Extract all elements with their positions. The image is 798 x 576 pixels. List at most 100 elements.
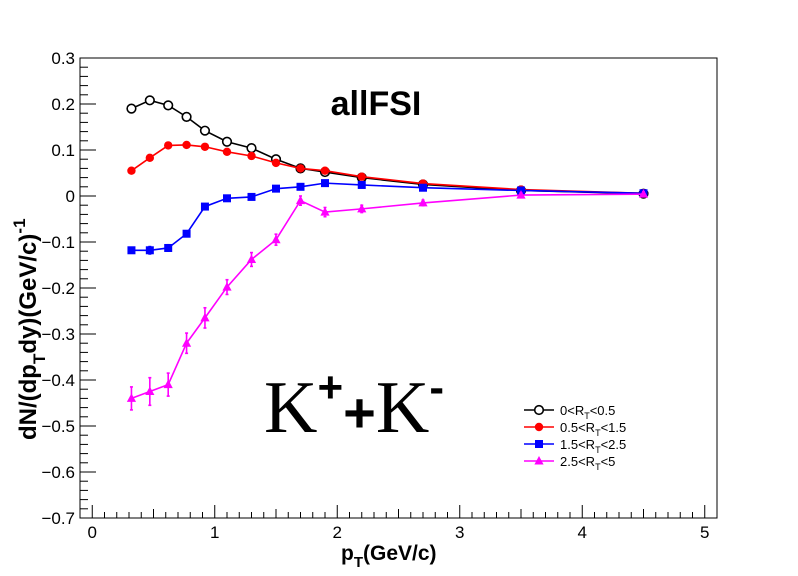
x-tick-label: 2 [333, 523, 342, 542]
legend-label: 2.5<RT<5 [560, 454, 615, 472]
data-point [357, 172, 366, 181]
legend-label: 0<RT<0.5 [560, 403, 615, 421]
legend-item: 0<RT<0.5 [524, 403, 615, 421]
y-tick-label: 0 [66, 187, 75, 206]
x-tick-label: 3 [455, 523, 464, 542]
data-point [126, 393, 137, 402]
data-point [145, 153, 155, 163]
axes-ticks [80, 57, 706, 519]
data-point [126, 103, 137, 114]
annotation-allfsi: allFSI [331, 85, 422, 123]
data-point [321, 179, 329, 188]
x-axis-title-rest: (GeV/c) [363, 542, 437, 565]
data-point [222, 147, 232, 157]
data-point [127, 166, 136, 175]
data-point [181, 111, 192, 122]
data-point [246, 254, 257, 263]
legend-label-part: 0.5<R [560, 420, 595, 435]
series-1 [127, 140, 648, 198]
data-point [419, 183, 427, 192]
legend-label-part: <1.5 [601, 420, 627, 435]
legend-label-part: 0<R [560, 403, 584, 418]
legend-item: 0.5<RT<1.5 [524, 420, 626, 438]
data-point [164, 141, 173, 150]
data-point [182, 229, 191, 238]
y-axis-title-sup: -1 [10, 218, 29, 233]
data-point [200, 202, 209, 211]
data-point [272, 184, 280, 193]
data-point [638, 189, 649, 198]
legend-label-sub: T [595, 462, 601, 472]
y-tick-label: 0.1 [51, 141, 75, 160]
legend-marker [534, 456, 544, 465]
particle-k2: K [376, 367, 429, 449]
data-point [295, 195, 306, 205]
y-axis-title-sub: T [30, 353, 49, 364]
y-axis-title-p2: dy)(GeV/c) [15, 234, 42, 354]
data-point [247, 192, 256, 201]
x-tick-labels: 0 1 2 3 4 5 [88, 523, 710, 542]
data-point [357, 203, 367, 213]
legend-marker [535, 440, 543, 448]
data-point [221, 136, 233, 147]
series-line [131, 193, 644, 400]
particle-k1: K [264, 367, 317, 449]
legend: 0<RT<0.50.5<RT<1.51.5<RT<2.52.5<RT<5 [524, 403, 626, 472]
data-point [163, 100, 174, 111]
data-point [182, 140, 191, 150]
series-3 [126, 189, 649, 411]
y-tick-label: −0.1 [41, 233, 75, 252]
particle-plus: + [343, 381, 376, 444]
series-line [131, 182, 644, 252]
y-tick-label: −0.4 [41, 371, 75, 390]
data-point [418, 197, 428, 207]
data-point [247, 151, 256, 161]
y-tick-label: 0.2 [51, 95, 75, 114]
data-point [246, 143, 257, 154]
y-tick-label: −0.7 [41, 509, 75, 528]
data-point [145, 386, 155, 395]
legend-label: 0.5<RT<1.5 [560, 420, 626, 438]
data-point [145, 246, 154, 255]
y-tick-label: 0.3 [51, 49, 75, 68]
data-point [164, 243, 173, 252]
y-tick-labels: 0.3 0.2 0.1 0 −0.1 −0.2 −0.3 −0.4 −0.5 −0.6 −0.7 [41, 49, 75, 528]
x-tick-label: 5 [700, 523, 709, 542]
legend-label-part: 2.5<R [560, 454, 595, 469]
data-point [223, 194, 231, 203]
legend-label-part: <5 [601, 454, 616, 469]
x-tick-label: 0 [88, 523, 97, 542]
x-axis-title: pT(GeV/c) [341, 542, 437, 571]
legend-item: 1.5<RT<2.5 [524, 437, 626, 455]
data-point [357, 180, 366, 189]
legend-label-part: <0.5 [590, 403, 616, 418]
legend-label-sub: T [595, 445, 601, 455]
data-point [516, 190, 526, 199]
x-tick-label: 4 [578, 523, 587, 542]
data-point [222, 282, 232, 291]
y-axis-title: dN/(dpTdy)(GeV/c)-1 [10, 218, 49, 440]
annotation-particle: K++K- [264, 363, 444, 449]
data-point [271, 158, 281, 168]
data-point [320, 207, 330, 216]
legend-label-part: <2.5 [601, 437, 627, 452]
particle-sup2: - [429, 363, 444, 412]
legend-label-part: 1.5<R [560, 437, 595, 452]
data-point [271, 234, 281, 244]
legend-label-sub: T [595, 428, 601, 438]
data-point [296, 182, 305, 191]
legend-item: 2.5<RT<5 [524, 454, 615, 472]
data-point [181, 338, 192, 347]
y-tick-label: −0.2 [41, 279, 75, 298]
data-point [144, 95, 155, 106]
legend-marker [534, 422, 544, 432]
data-point [296, 164, 305, 173]
legend-marker [533, 404, 545, 416]
data-point [127, 246, 136, 255]
data-point [199, 125, 211, 136]
data-point [200, 142, 210, 151]
legend-label: 1.5<RT<2.5 [560, 437, 626, 455]
y-tick-label: −0.3 [41, 325, 75, 344]
data-point [163, 379, 173, 389]
